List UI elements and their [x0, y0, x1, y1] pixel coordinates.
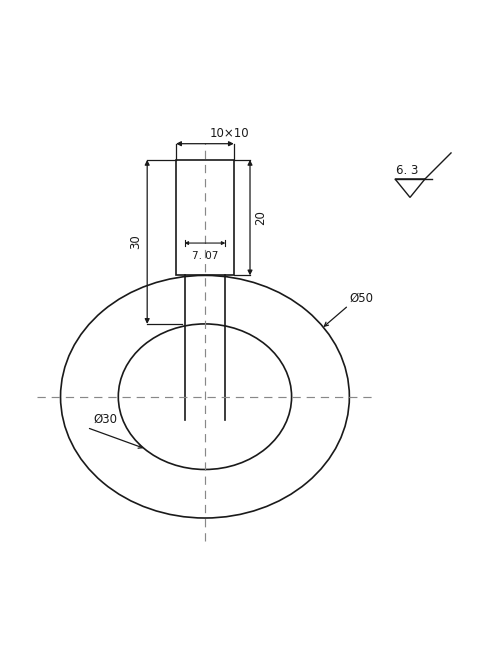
Text: 10×10: 10×10 [209, 127, 249, 140]
Text: 7. 07: 7. 07 [191, 251, 218, 261]
Text: 30: 30 [129, 234, 142, 249]
Text: 20: 20 [254, 210, 267, 225]
Text: Ø30: Ø30 [93, 413, 117, 426]
Bar [176, 160, 233, 275]
Text: Ø50: Ø50 [348, 291, 373, 304]
Text: 6. 3: 6. 3 [395, 164, 418, 177]
